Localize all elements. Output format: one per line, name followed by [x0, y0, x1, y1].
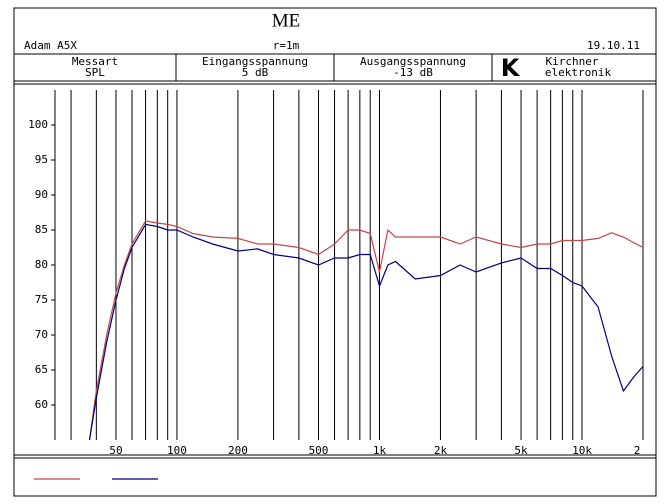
- cell-value: SPL: [85, 66, 105, 79]
- y-tick-label: 90: [35, 188, 48, 201]
- x-tick-label: 50: [109, 444, 122, 457]
- y-tick-label: 60: [35, 398, 48, 411]
- logo: K: [501, 54, 521, 82]
- y-tick-label: 100: [28, 118, 48, 131]
- y-tick-label: 85: [35, 223, 48, 236]
- device: Adam A5X: [24, 39, 77, 52]
- legend-frame: [13, 457, 657, 497]
- company: Kirchner: [546, 55, 599, 68]
- x-tick-label: 200: [228, 444, 248, 457]
- y-tick-label: 95: [35, 153, 48, 166]
- y-tick-label: 70: [35, 328, 48, 341]
- x-tick-label: 10k: [572, 444, 592, 457]
- x-tick-label: 5k: [514, 444, 528, 457]
- company: elektronik: [545, 66, 612, 79]
- cell-label: Eingangsspannung: [202, 55, 308, 68]
- distance: r=1m: [273, 39, 300, 52]
- x-tick-label: 500: [309, 444, 329, 457]
- cell-label: Ausgangsspannung: [360, 55, 466, 68]
- x-tick-label: 100: [167, 444, 187, 457]
- series-line: [88, 220, 644, 441]
- title: ME: [272, 10, 301, 31]
- cell-value: -13 dB: [393, 66, 433, 79]
- x-tick-label: 2: [634, 444, 641, 457]
- cell-value: 5 dB: [242, 66, 269, 79]
- info-table: [13, 53, 657, 82]
- x-tick-label: 1k: [373, 444, 387, 457]
- plot-frame: [13, 83, 657, 456]
- date: 19.10.11: [587, 39, 640, 52]
- y-tick-label: 65: [35, 363, 48, 376]
- y-tick-label: 80: [35, 258, 48, 271]
- cell-label: Messart: [72, 55, 118, 68]
- y-tick-label: 75: [35, 293, 48, 306]
- x-tick-label: 2k: [434, 444, 448, 457]
- series-line: [88, 223, 644, 441]
